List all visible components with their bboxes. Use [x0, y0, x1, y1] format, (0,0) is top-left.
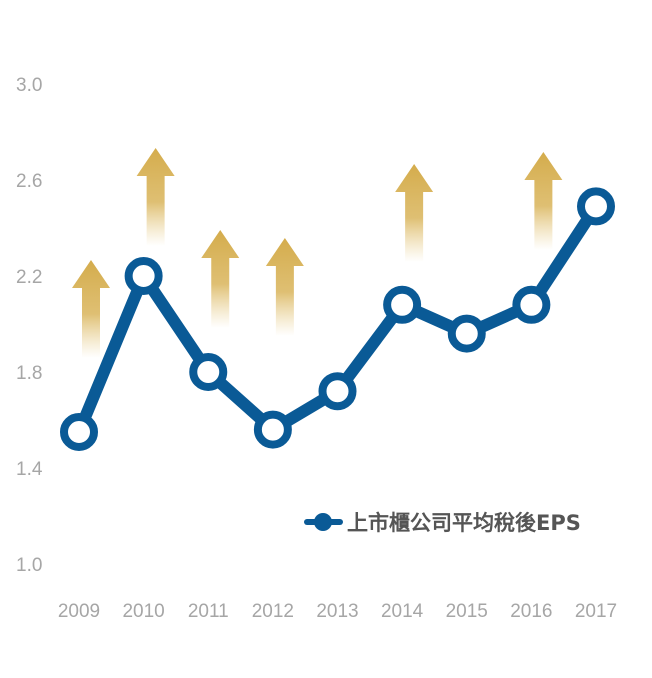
y-tick-label: 2.6: [16, 171, 42, 192]
up-arrow-icon: [395, 164, 434, 262]
y-axis: 1.0 1.4 1.8 2.2 2.6 3.0: [16, 75, 43, 576]
data-point: [253, 410, 292, 449]
data-point: [189, 353, 228, 391]
series-line-group: [60, 187, 615, 451]
x-tick-label: 2016: [510, 601, 552, 622]
up-arrows: [72, 148, 563, 358]
x-tick-label: 2015: [446, 601, 488, 622]
legend-marker: [314, 513, 332, 531]
x-tick-label: 2012: [252, 601, 294, 622]
data-point: [60, 413, 98, 451]
x-axis: 2009 2010 2011 2012 2013 2014 2015 2016 2017: [58, 601, 617, 622]
y-tick-label: 1.4: [16, 459, 43, 480]
y-tick-label: 3.0: [16, 75, 42, 96]
data-point: [124, 257, 163, 295]
y-tick-label: 1.0: [16, 555, 42, 576]
data-point: [512, 285, 551, 324]
x-tick-label: 2013: [316, 601, 358, 622]
data-point: [577, 187, 615, 226]
legend-label: 上市櫃公司平均稅後EPS: [347, 511, 581, 535]
x-tick-label: 2010: [122, 601, 164, 622]
up-arrow-icon: [265, 238, 304, 336]
x-tick-label: 2017: [575, 601, 617, 622]
legend: 上市櫃公司平均稅後EPS: [304, 511, 581, 535]
up-arrow-icon: [524, 152, 563, 250]
x-tick-label: 2011: [188, 601, 229, 622]
up-arrow-icon: [136, 148, 175, 246]
up-arrow-icon: [201, 230, 240, 328]
x-tick-label: 2014: [381, 601, 424, 622]
data-point: [383, 285, 422, 324]
y-tick-label: 1.8: [16, 363, 42, 384]
up-arrow-icon: [72, 260, 110, 358]
y-tick-label: 2.2: [16, 267, 42, 288]
data-point: [318, 372, 357, 411]
data-point: [447, 314, 486, 353]
x-tick-label: 2009: [58, 601, 100, 622]
